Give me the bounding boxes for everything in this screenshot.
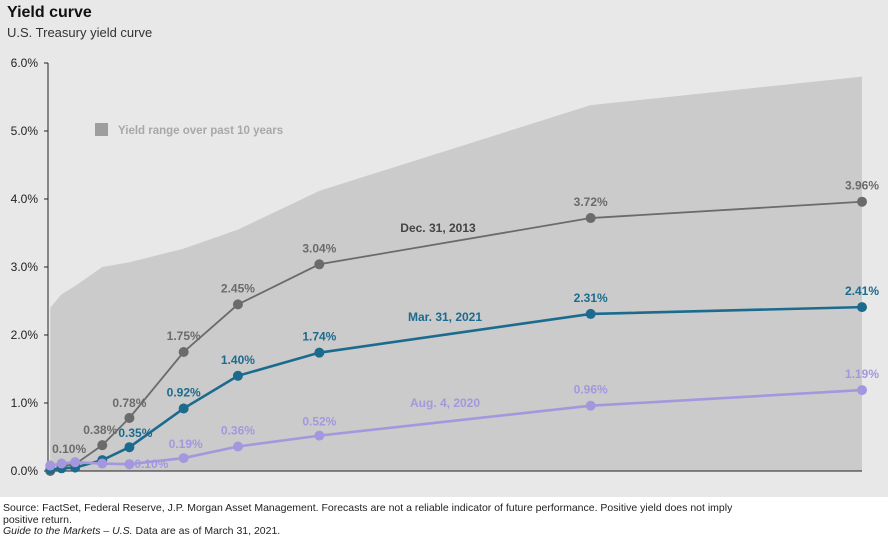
data-point — [232, 441, 243, 452]
y-tick-label: 6.0% — [11, 56, 39, 70]
as-of-date: Data are as of March 31, 2021. — [132, 525, 281, 537]
data-label: 0.35% — [118, 426, 152, 440]
series-name-label: Mar. 31, 2021 — [408, 310, 482, 324]
chart-subtitle: U.S. Treasury yield curve — [7, 25, 153, 40]
data-point — [585, 213, 596, 224]
data-point — [585, 400, 596, 411]
y-tick-label: 1.0% — [11, 396, 39, 410]
legend-label: Yield range over past 10 years — [118, 125, 283, 137]
data-label: 0.92% — [167, 385, 201, 399]
data-point — [124, 442, 135, 453]
data-label: 0.52% — [302, 415, 336, 429]
data-label: 0.19% — [169, 437, 203, 451]
data-point — [857, 302, 867, 313]
data-point — [97, 440, 108, 451]
data-label: 1.75% — [167, 329, 201, 343]
series-line — [49, 200, 863, 472]
data-label: 0.36% — [221, 424, 255, 438]
as-of-note: Guide to the Markets – U.S. Data are as … — [3, 525, 763, 538]
data-label: 1.40% — [221, 353, 255, 367]
data-point — [97, 458, 108, 469]
data-label: 1.74% — [302, 330, 336, 344]
footer: Source: FactSet, Federal Reserve, J.P. M… — [3, 502, 763, 538]
data-point — [45, 460, 56, 471]
series-name-label: Aug. 4, 2020 — [410, 396, 480, 410]
data-point — [857, 385, 867, 396]
data-point — [70, 457, 81, 468]
data-point — [232, 299, 243, 310]
data-label: 2.41% — [845, 284, 879, 298]
data-point — [124, 459, 135, 470]
data-label: 2.45% — [221, 281, 255, 295]
data-point — [585, 308, 596, 319]
chart-title: Yield curve — [7, 4, 92, 21]
data-point — [314, 259, 325, 270]
guide-title: Guide to the Markets – U.S. — [3, 525, 133, 537]
series-line — [50, 388, 863, 467]
data-label: 0.10% — [134, 457, 168, 471]
y-tick-label: 0.0% — [11, 464, 39, 478]
series-name-label: Dec. 31, 2013 — [400, 221, 476, 235]
data-point — [178, 403, 189, 414]
yield-curve-chart: 0.0% 1.0% 2.0% 3.0% 4.0% 5.0% 6.0% Yield range … — [11, 56, 880, 478]
y-tick-label: 4.0% — [11, 192, 39, 206]
data-point — [178, 347, 189, 357]
data-label: 0.38% — [83, 423, 117, 437]
data-label: 3.96% — [845, 179, 879, 193]
data-label: 0.10% — [52, 442, 86, 456]
data-point — [232, 370, 243, 381]
y-tick-label: 2.0% — [11, 328, 39, 342]
data-label: 0.96% — [574, 383, 608, 397]
series-line — [50, 305, 863, 471]
y-tick-label: 3.0% — [11, 260, 39, 274]
data-label: 3.04% — [302, 241, 336, 255]
data-label: 3.72% — [574, 195, 608, 209]
y-tick-label: 5.0% — [11, 124, 39, 138]
data-point — [857, 196, 867, 207]
legend-swatch — [95, 123, 108, 136]
data-point — [314, 347, 325, 358]
data-label: 2.31% — [574, 291, 608, 305]
data-point — [178, 453, 189, 464]
data-point — [56, 458, 67, 469]
data-point — [124, 412, 135, 423]
data-point — [314, 430, 325, 441]
data-label: 0.78% — [112, 396, 146, 410]
data-label: 1.19% — [845, 367, 879, 381]
source-note: Source: FactSet, Federal Reserve, J.P. M… — [3, 502, 733, 526]
